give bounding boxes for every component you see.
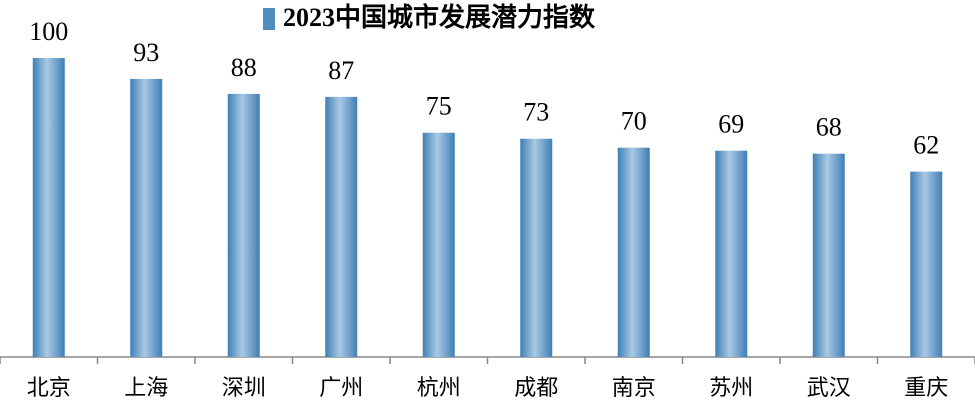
value-label: 62 xyxy=(913,131,939,160)
value-label: 75 xyxy=(426,92,452,121)
bar xyxy=(812,153,845,357)
x-tick-label: 成都 xyxy=(514,375,558,400)
bar xyxy=(32,58,65,357)
x-tick-label: 武汉 xyxy=(807,375,851,400)
x-tick-label: 重庆 xyxy=(904,375,948,400)
legend-swatch xyxy=(263,8,275,30)
value-label: 88 xyxy=(231,53,257,82)
value-label: 70 xyxy=(621,107,647,136)
value-label: 93 xyxy=(133,38,159,67)
value-label: 68 xyxy=(816,113,842,142)
x-tick-label: 北京 xyxy=(27,375,71,400)
bar xyxy=(130,78,163,358)
x-tick-label: 杭州 xyxy=(417,375,461,400)
value-label: 69 xyxy=(718,110,744,139)
legend-label: 2023中国城市发展潜力指数 xyxy=(283,2,596,32)
value-label: 100 xyxy=(29,17,68,46)
x-tick-label: 深圳 xyxy=(222,375,266,400)
x-tick-label: 上海 xyxy=(124,375,168,400)
x-tick-label: 广州 xyxy=(319,375,363,400)
bar xyxy=(325,96,358,358)
bar xyxy=(910,171,943,357)
x-tick-label: 南京 xyxy=(612,375,656,400)
bar xyxy=(422,132,455,357)
bar xyxy=(617,147,650,357)
value-label: 73 xyxy=(523,98,549,127)
value-label: 87 xyxy=(328,56,354,85)
bar xyxy=(715,150,748,357)
bar xyxy=(227,93,260,357)
x-tick-label: 苏州 xyxy=(709,375,753,400)
bar xyxy=(520,138,553,357)
